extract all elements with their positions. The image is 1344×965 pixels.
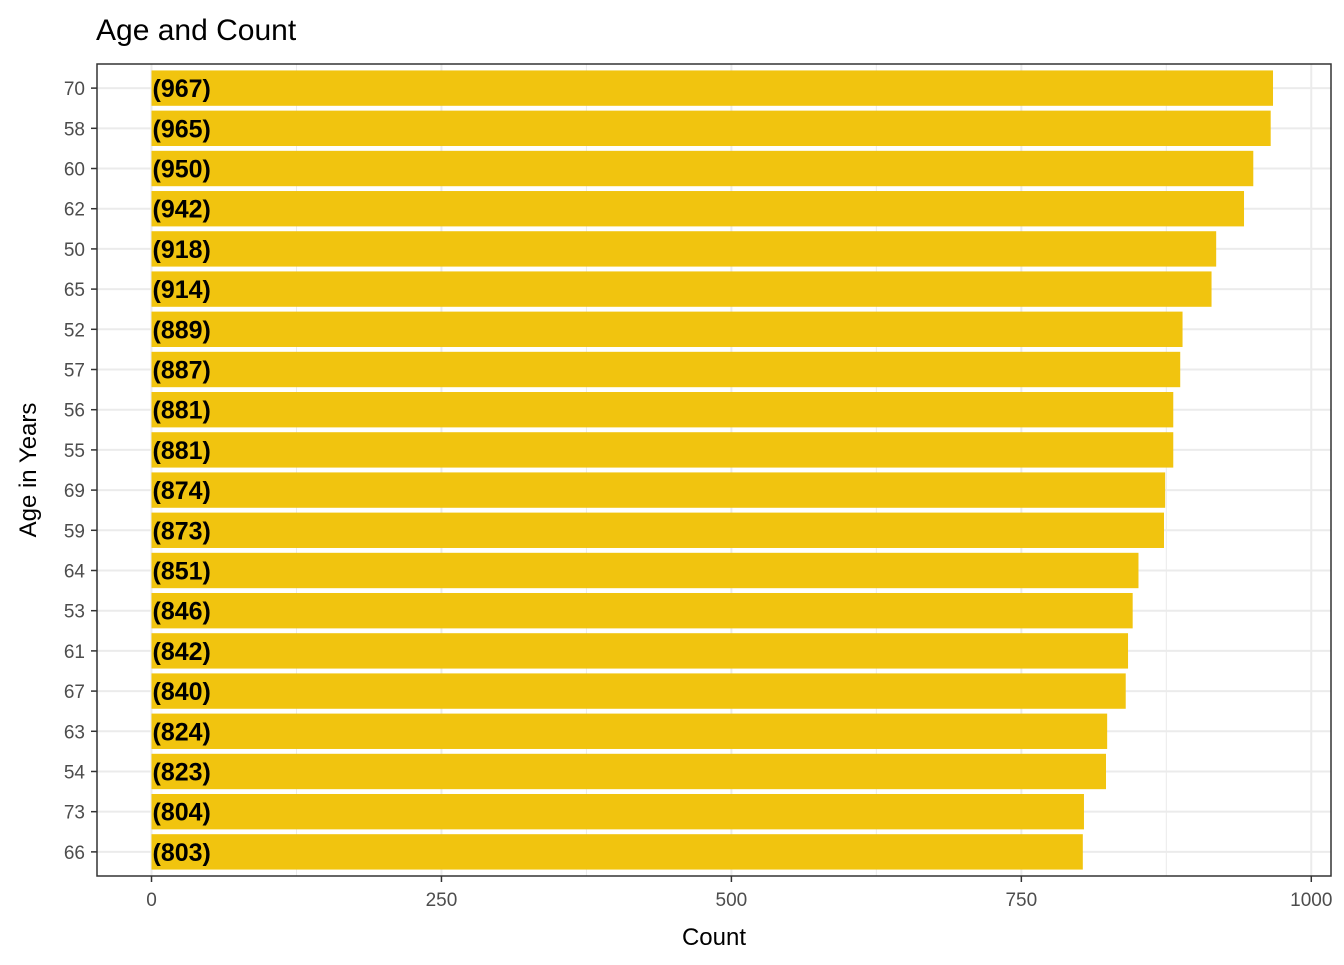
data-label-73: (804)	[153, 799, 211, 827]
data-label-65: (914)	[153, 276, 211, 304]
data-label-57: (887)	[153, 357, 211, 385]
bar-50	[151, 231, 1217, 267]
data-label-62: (942)	[153, 196, 211, 224]
bar-56	[151, 392, 1174, 428]
y-tick-label: 61	[64, 642, 85, 663]
bar-66	[151, 834, 1083, 870]
y-tick-label: 70	[64, 79, 85, 100]
y-tick-label: 57	[64, 361, 85, 382]
y-tick-label: 65	[64, 280, 85, 301]
y-tick-label: 50	[64, 240, 85, 261]
y-tick-label: 53	[64, 602, 85, 623]
x-axis-title: Count	[682, 924, 746, 951]
data-label-55: (881)	[153, 437, 211, 465]
bar-60	[151, 150, 1254, 187]
bar-53	[151, 593, 1133, 629]
y-tick-label: 60	[64, 160, 85, 181]
bar-73	[151, 793, 1084, 830]
data-label-60: (950)	[153, 156, 211, 184]
y-axis: 70 58 60 62 50 65 52 57 56 55 69 59 64 53 61 67 63 54 73 66	[64, 79, 97, 864]
y-tick-label: 73	[64, 803, 85, 824]
data-label-layer: (967) (965) (950) (942) (918) (914) (889) (887)…	[153, 75, 211, 867]
y-tick-label: 56	[64, 401, 85, 422]
y-tick-label: 52	[64, 320, 85, 341]
y-tick-label: 64	[64, 561, 86, 582]
y-tick-label: 54	[64, 762, 86, 783]
data-label-69: (874)	[153, 477, 211, 505]
bar-57	[151, 351, 1181, 388]
data-label-64: (851)	[153, 557, 211, 585]
data-label-70: (967)	[153, 75, 211, 103]
bar-65	[151, 271, 1212, 307]
chart-title: Age and Count	[96, 14, 297, 47]
data-label-53: (846)	[153, 598, 211, 626]
bar-69	[151, 472, 1166, 508]
bar-67	[151, 673, 1126, 709]
y-tick-label: 55	[64, 441, 85, 462]
bar-62	[151, 191, 1245, 227]
y-axis-title: Age in Years	[15, 403, 42, 538]
y-tick-label: 62	[64, 200, 85, 221]
data-label-54: (823)	[153, 758, 211, 786]
bar-55	[151, 432, 1174, 468]
bar-layer	[151, 70, 1274, 870]
x-tick-label: 500	[716, 890, 748, 911]
bar-54	[151, 753, 1107, 790]
bar-58	[151, 110, 1271, 147]
data-label-52: (889)	[153, 316, 211, 344]
y-tick-label: 58	[64, 119, 85, 140]
x-tick-label: 750	[1005, 890, 1037, 911]
data-label-67: (840)	[153, 678, 211, 706]
data-label-63: (824)	[153, 718, 211, 746]
data-label-50: (918)	[153, 236, 211, 264]
data-label-56: (881)	[153, 397, 211, 425]
bar-64	[151, 552, 1139, 589]
y-tick-label: 66	[64, 843, 85, 864]
x-axis: 0 250 500 750 1000	[146, 876, 1332, 911]
bar-70	[151, 70, 1274, 106]
x-tick-label: 1000	[1290, 890, 1332, 911]
bar-63	[151, 713, 1108, 749]
y-tick-label: 59	[64, 521, 85, 542]
bar-59	[151, 512, 1164, 548]
x-tick-label: 0	[146, 890, 157, 911]
y-tick-label: 69	[64, 481, 85, 502]
data-label-66: (803)	[153, 839, 211, 867]
y-tick-label: 67	[64, 682, 85, 703]
data-label-61: (842)	[153, 638, 211, 666]
panel-border	[96, 63, 1332, 877]
data-label-59: (873)	[153, 517, 211, 545]
y-tick-label: 63	[64, 722, 85, 743]
bar-61	[151, 633, 1129, 669]
x-tick-label: 250	[426, 890, 458, 911]
data-label-58: (965)	[153, 115, 211, 143]
bar-52	[151, 311, 1183, 347]
